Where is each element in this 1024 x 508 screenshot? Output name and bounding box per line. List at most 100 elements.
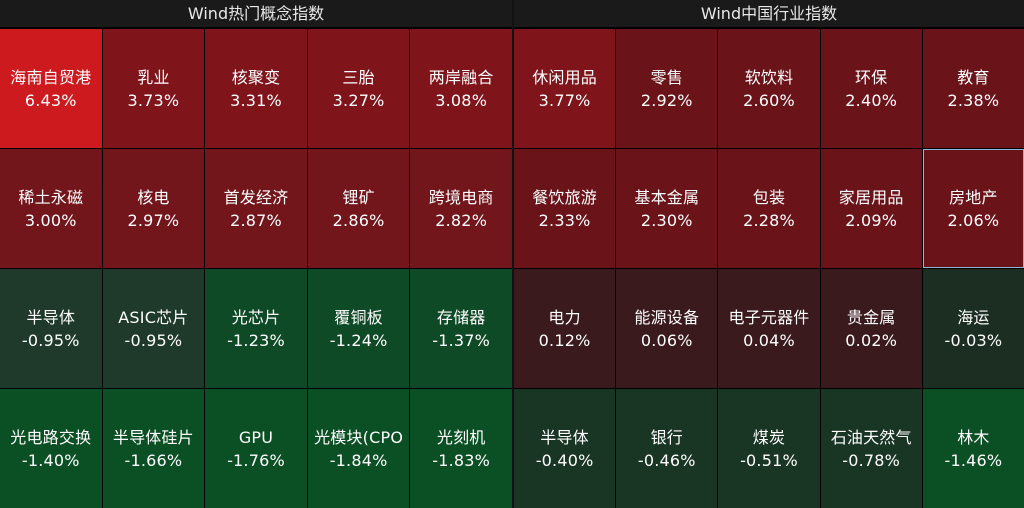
heatmap-tile[interactable]: 光芯片 -1.23% xyxy=(205,269,307,388)
tile-change-percent: -1.24% xyxy=(329,330,388,350)
tile-name: ASIC芯片 xyxy=(118,307,189,327)
tile-name: 零售 xyxy=(650,67,683,87)
heatmap-tile[interactable]: 半导体硅片 -1.66% xyxy=(102,389,205,508)
tile-change-percent: 6.43% xyxy=(24,90,77,110)
industry-index-panel: Wind中国行业指数 休闲用品 3.77% 零售 2.92% 软饮料 2.60% 环保 2.4… xyxy=(514,0,1024,508)
tile-change-percent: 3.31% xyxy=(230,90,282,110)
concept-index-panel: Wind热门概念指数 海南自贸港 6.43% 乳业 3.73% 核聚变 3.31% 三胎 3.… xyxy=(0,0,512,508)
tile-name: 基本金属 xyxy=(634,187,700,207)
tile-name: 海运 xyxy=(957,307,990,327)
heatmap-tile[interactable]: 银行 -0.46% xyxy=(616,389,718,508)
heatmap-tile[interactable]: ASIC芯片 -0.95% xyxy=(102,269,205,388)
tile-change-percent: 2.40% xyxy=(845,90,898,110)
heatmap-tile[interactable]: 能源设备 0.06% xyxy=(616,269,718,388)
heatmap-tile[interactable]: 环保 2.40% xyxy=(820,29,922,148)
tile-change-percent: -0.46% xyxy=(637,450,696,470)
tile-change-percent: 2.38% xyxy=(947,90,1000,110)
heatmap-tile[interactable]: 稀土永磁 3.00% xyxy=(0,149,102,268)
tile-name: 电力 xyxy=(548,307,581,327)
tile-change-percent: -1.40% xyxy=(21,450,80,470)
tile-name: 能源设备 xyxy=(634,307,700,327)
panel-title: Wind中国行业指数 xyxy=(514,0,1024,29)
tile-change-percent: 2.97% xyxy=(127,210,180,230)
heatmap-tile[interactable]: 房地产 2.06% xyxy=(922,149,1024,268)
tile-change-percent: -1.83% xyxy=(432,450,491,470)
heatmap-tile[interactable]: 核电 2.97% xyxy=(102,149,205,268)
tile-change-percent: 0.12% xyxy=(538,330,591,350)
heatmap-tile[interactable]: 软饮料 2.60% xyxy=(718,29,820,148)
tile-change-percent: 0.02% xyxy=(845,330,898,350)
tile-change-percent: 2.86% xyxy=(332,210,385,230)
tile-change-percent: -1.37% xyxy=(432,330,491,350)
tile-name: 环保 xyxy=(854,67,888,87)
heatmap-tile[interactable]: 林木 -1.46% xyxy=(922,389,1024,508)
heatmap-tile[interactable]: 基本金属 2.30% xyxy=(616,149,718,268)
tile-change-percent: 2.60% xyxy=(743,90,795,110)
heatmap-tile[interactable]: GPU -1.76% xyxy=(205,389,307,508)
heatmap-tile[interactable]: 覆铜板 -1.24% xyxy=(307,269,410,388)
tile-name: 核聚变 xyxy=(231,67,281,87)
tile-change-percent: 3.27% xyxy=(332,90,385,110)
tile-change-percent: -0.95% xyxy=(124,330,183,350)
heatmap-tile[interactable]: 煤炭 -0.51% xyxy=(718,389,820,508)
tile-name: 教育 xyxy=(957,67,990,87)
heatmap-tile[interactable]: 锂矿 2.86% xyxy=(307,149,410,268)
heatmap-tile[interactable]: 光模块(CPO -1.84% xyxy=(307,389,410,508)
heatmap-tile[interactable]: 光电路交换 -1.40% xyxy=(0,389,102,508)
tile-change-percent: 3.77% xyxy=(538,90,591,110)
tile-change-percent: 0.06% xyxy=(640,330,693,350)
tile-name: 餐饮旅游 xyxy=(532,187,597,207)
tile-name: 锂矿 xyxy=(342,187,375,207)
heatmap-tile[interactable]: 餐饮旅游 2.33% xyxy=(514,149,616,268)
tile-change-percent: -0.03% xyxy=(944,330,1003,350)
tile-change-percent: 3.00% xyxy=(24,210,77,230)
tile-name: 林木 xyxy=(957,427,990,447)
tile-name: 半导体硅片 xyxy=(112,427,194,447)
tile-name: 光电路交换 xyxy=(10,427,92,447)
heatmap-tile[interactable]: 存储器 -1.37% xyxy=(410,269,512,388)
heatmap-tile[interactable]: 光刻机 -1.83% xyxy=(410,389,512,508)
tile-name: 半导体 xyxy=(540,427,589,447)
tile-name: 贵金属 xyxy=(846,307,896,327)
heatmap-tile[interactable]: 零售 2.92% xyxy=(616,29,718,148)
tile-name: 覆铜板 xyxy=(334,307,383,327)
tile-name: 休闲用品 xyxy=(532,67,597,87)
heatmap-tile[interactable]: 首发经济 2.87% xyxy=(205,149,307,268)
heatmap-tile[interactable]: 海南自贸港 6.43% xyxy=(0,29,102,148)
heatmap-tile[interactable]: 半导体 -0.40% xyxy=(514,389,616,508)
heatmap-tile[interactable]: 跨境电商 2.82% xyxy=(410,149,512,268)
tile-grid: 海南自贸港 6.43% 乳业 3.73% 核聚变 3.31% 三胎 3.27% 两岸融合 3.08… xyxy=(0,29,512,508)
tile-name: 跨境电商 xyxy=(428,187,494,207)
heatmap-tile[interactable]: 半导体 -0.95% xyxy=(0,269,102,388)
tile-name: 海南自贸港 xyxy=(10,67,92,87)
heatmap-tile[interactable]: 乳业 3.73% xyxy=(102,29,205,148)
heatmap-tile[interactable]: 电力 0.12% xyxy=(514,269,616,388)
heatmap-tile[interactable]: 核聚变 3.31% xyxy=(205,29,307,148)
heatmap-tile[interactable]: 两岸融合 3.08% xyxy=(410,29,512,148)
heatmap-tile[interactable]: 贵金属 0.02% xyxy=(820,269,922,388)
tile-name: 光模块(CPO xyxy=(314,427,404,447)
heatmap-tile[interactable]: 休闲用品 3.77% xyxy=(514,29,616,148)
heatmap-tile[interactable]: 包装 2.28% xyxy=(718,149,820,268)
tile-change-percent: -1.76% xyxy=(227,450,285,470)
tile-name: 银行 xyxy=(650,427,683,447)
tile-name: 电子元器件 xyxy=(728,307,810,327)
tile-name: 半导体 xyxy=(26,307,76,327)
heatmap-tile[interactable]: 海运 -0.03% xyxy=(922,269,1024,388)
tile-name: 光刻机 xyxy=(436,427,486,447)
tile-name: 房地产 xyxy=(949,187,998,207)
tile-name: 稀土永磁 xyxy=(18,187,84,207)
tile-change-percent: -0.51% xyxy=(740,450,798,470)
tile-change-percent: 2.82% xyxy=(435,210,488,230)
tile-name: GPU xyxy=(238,427,274,447)
heatmap-tile[interactable]: 教育 2.38% xyxy=(922,29,1024,148)
heatmap-tile[interactable]: 三胎 3.27% xyxy=(307,29,410,148)
panel-title: Wind热门概念指数 xyxy=(0,0,512,29)
tile-change-percent: 3.73% xyxy=(127,90,180,110)
tile-change-percent: 2.30% xyxy=(640,210,693,230)
heatmap-tile[interactable]: 家居用品 2.09% xyxy=(820,149,922,268)
heatmap-tile[interactable]: 石油天然气 -0.78% xyxy=(820,389,922,508)
heatmap-tile[interactable]: 电子元器件 0.04% xyxy=(718,269,820,388)
tile-change-percent: -1.66% xyxy=(124,450,183,470)
tile-name: 存储器 xyxy=(436,307,486,327)
